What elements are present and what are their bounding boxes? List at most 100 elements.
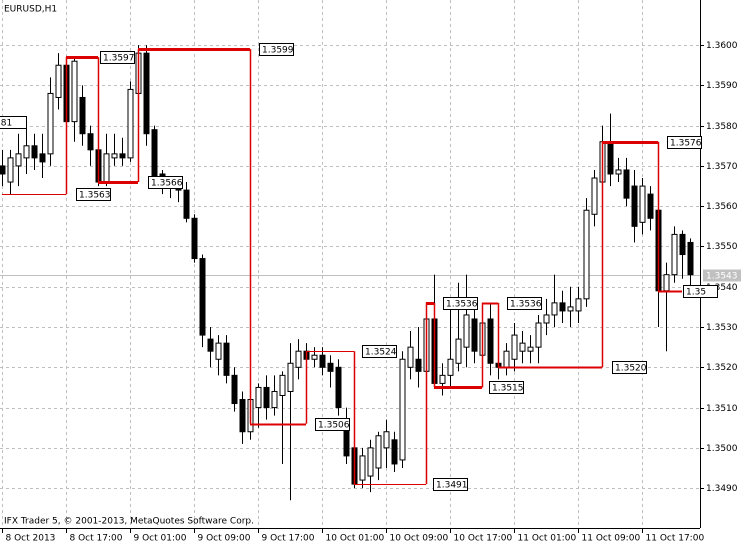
candle-body <box>87 133 94 151</box>
candle-body <box>487 318 494 364</box>
level-label: 581 <box>0 119 12 129</box>
x-tick-label: 9 Oct 09:00 <box>198 534 251 544</box>
candle-body <box>183 189 190 219</box>
candle-body <box>575 298 582 312</box>
candle-body <box>559 302 566 312</box>
level-label-box <box>148 176 183 189</box>
last-price-label: 1.3543 <box>706 272 738 282</box>
candle-body <box>223 342 230 376</box>
candle-body <box>143 52 150 135</box>
candle-body <box>311 354 318 360</box>
level-label-box <box>683 285 718 298</box>
candle-body <box>271 390 278 409</box>
candle-body <box>455 338 462 364</box>
candle-body <box>567 306 574 312</box>
candle-body <box>415 358 422 372</box>
level-label: 1.3536 <box>510 300 542 310</box>
level-label: 1.3599 <box>262 46 294 56</box>
level-label-box <box>259 43 294 56</box>
y-tick-label: 1.3500 <box>706 444 738 454</box>
candle-body <box>127 88 134 159</box>
candle-body <box>215 342 222 360</box>
level-label: 1.3524 <box>365 348 397 358</box>
candle-body <box>39 153 46 163</box>
candle-body <box>287 362 294 392</box>
candle-body <box>367 447 374 477</box>
candle-body <box>687 241 694 276</box>
level-label-box <box>76 188 111 201</box>
candle-body <box>535 322 542 348</box>
x-tick-label: 10 Oct 09:00 <box>390 534 449 544</box>
level-label-box <box>443 297 478 310</box>
x-tick-label: 11 Oct 01:00 <box>518 534 577 544</box>
y-tick-label: 1.3490 <box>706 484 738 494</box>
candle-body <box>359 455 366 481</box>
level-label-box <box>433 478 468 491</box>
last-price-box <box>703 269 741 282</box>
candle-body <box>391 439 398 465</box>
level-label: 1.3536 <box>446 300 478 310</box>
candle-body <box>279 374 286 396</box>
candle-body <box>679 233 686 256</box>
candle-body <box>103 153 110 183</box>
candle-body <box>231 374 238 405</box>
candle-body <box>591 177 598 215</box>
candle-body <box>639 185 646 223</box>
y-tick-label: 1.3570 <box>706 162 738 172</box>
level-label: 1.3491 <box>436 481 468 491</box>
y-tick-label: 1.3600 <box>706 41 738 51</box>
candle-body <box>647 193 654 219</box>
level-label-box <box>489 381 524 394</box>
candle-body <box>471 318 478 352</box>
candle-body <box>71 60 78 123</box>
candle-body <box>463 314 470 348</box>
candle-body <box>447 358 454 376</box>
y-tick-label: 1.3540 <box>706 283 738 293</box>
level-label: 1.3563 <box>79 191 111 201</box>
level-label: 1.3515 <box>492 384 524 394</box>
plot <box>0 45 694 501</box>
candle-body <box>503 350 510 368</box>
candle-body <box>583 209 590 300</box>
y-tick-label: 1.3560 <box>706 202 738 212</box>
x-tick-label: 10 Oct 01:00 <box>326 534 385 544</box>
candle-body <box>615 169 622 175</box>
candle-body <box>31 145 38 159</box>
candle-body <box>151 129 158 179</box>
candle-body <box>519 342 526 352</box>
x-tick-label: 10 Oct 17:00 <box>454 534 513 544</box>
candle-body <box>375 435 382 469</box>
level-label: 1.3520 <box>615 364 647 374</box>
candle-body <box>439 374 446 384</box>
y-tick-label: 1.3530 <box>706 323 738 333</box>
candle-body <box>199 258 206 336</box>
x-tick-label: 11 Oct 09:00 <box>582 534 641 544</box>
level-label-box <box>507 297 542 310</box>
candle-body <box>631 185 638 227</box>
grid <box>0 0 700 528</box>
x-tick-label: 9 Oct 01:00 <box>134 534 187 544</box>
level-label: 1.3566 <box>151 179 183 189</box>
candle-body <box>79 96 86 135</box>
level-label: 1.35 <box>686 288 706 298</box>
footer: IFX Trader 5, © 2001-2013, MetaQuotes So… <box>4 517 254 527</box>
y-tick-label: 1.3550 <box>706 242 738 252</box>
level-label: 1.3506 <box>318 421 350 431</box>
candle-body <box>263 386 270 409</box>
x-tick-label: 9 Oct 17:00 <box>262 534 315 544</box>
candle-body <box>319 354 326 368</box>
candle-body <box>295 350 302 368</box>
level-label-box <box>612 361 647 374</box>
candle-body <box>335 366 342 409</box>
candle-body <box>607 141 614 175</box>
candle-body <box>671 233 678 276</box>
level-label: 1.3597 <box>103 54 135 64</box>
x-tick-label: 8 Oct 2013 <box>6 534 56 544</box>
candle-body <box>399 358 406 461</box>
candle-body <box>7 157 14 183</box>
candle-body <box>119 153 126 159</box>
level-label-box <box>100 51 135 64</box>
candle-body <box>327 362 334 372</box>
candle-body <box>511 334 518 360</box>
